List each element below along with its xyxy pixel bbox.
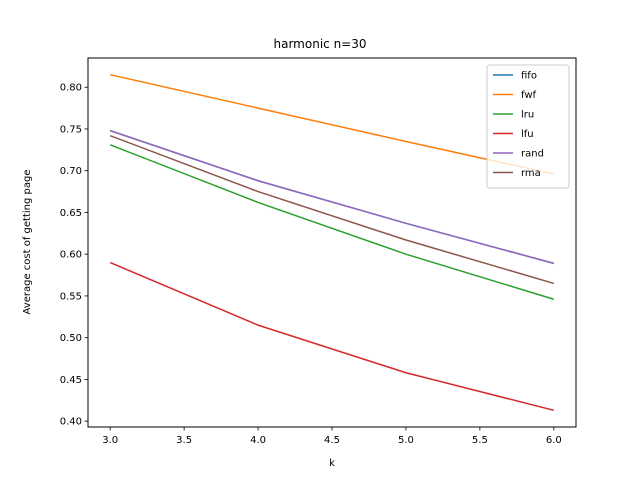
legend-label-rma: rma	[521, 168, 541, 179]
y-tick-label: 0.65	[60, 208, 82, 219]
y-tick-label: 0.50	[60, 333, 82, 344]
series-line-lfu	[109, 261, 555, 412]
series-line-fwf	[110, 73, 554, 175]
y-tick-label: 0.60	[60, 250, 82, 261]
x-tick-label: 5.0	[398, 435, 414, 446]
legend-label-fwf: fwf	[521, 90, 537, 101]
legend-label-lfu: lfu	[521, 129, 534, 140]
legend-label-fifo: fifo	[521, 71, 537, 82]
chart-title: harmonic n=30	[274, 37, 367, 51]
legend-box	[486, 64, 570, 189]
y-tick-label: 0.70	[60, 166, 82, 177]
x-tick-label: 3.0	[102, 435, 118, 446]
x-axis-label: k	[329, 458, 335, 469]
y-tick-label: 0.40	[60, 417, 82, 428]
series-line-rand	[109, 129, 555, 265]
y-tick-label: 0.75	[60, 124, 82, 135]
x-tick-label: 4.0	[250, 435, 266, 446]
y-tick-label: 0.45	[60, 375, 82, 386]
y-tick-label: 0.55	[60, 291, 82, 302]
series-line-rma	[109, 134, 555, 285]
x-tick-label: 3.5	[176, 435, 192, 446]
x-tick-label: 5.5	[472, 435, 488, 446]
y-tick-label: 0.80	[60, 83, 82, 94]
legend: fifo fwf lru lfu rand rma	[486, 64, 570, 189]
series-line-lru	[109, 144, 555, 300]
legend-label-rand: rand	[521, 149, 544, 160]
legend-label-lru: lru	[521, 110, 534, 121]
x-tick-label: 6.0	[546, 435, 562, 446]
y-axis-label: Average cost of getting page	[22, 170, 33, 315]
plot-area	[109, 73, 555, 412]
x-tick-label: 4.5	[324, 435, 340, 446]
